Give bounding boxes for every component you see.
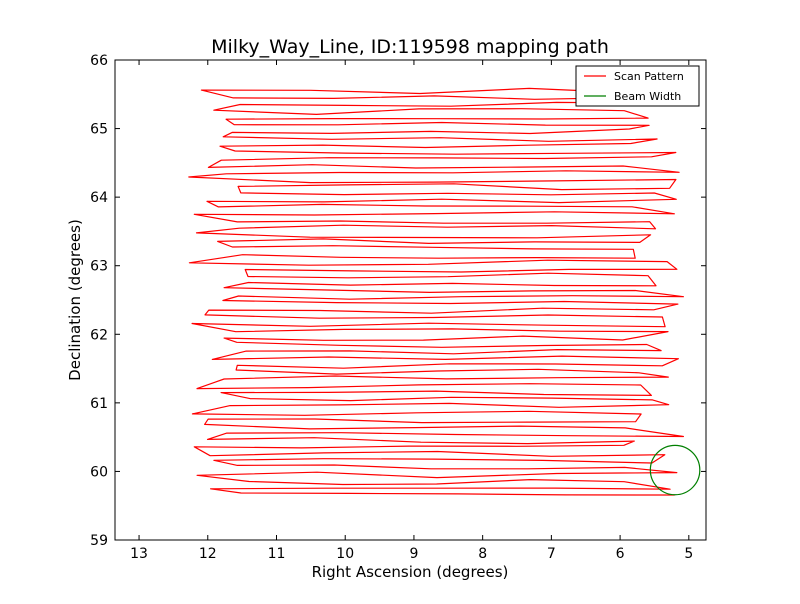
y-axis-ticks: 59 60 61 62 63 64 65 66 — [90, 53, 706, 549]
x-axis-ticks: 13 12 11 10 9 8 7 6 5 — [130, 60, 693, 562]
x-tick-label: 9 — [409, 546, 418, 562]
x-tick-label: 12 — [199, 546, 217, 562]
x-tick-label: 10 — [336, 546, 354, 562]
y-tick-label: 66 — [90, 53, 108, 69]
legend-label-beam-width: Beam Width — [614, 90, 681, 103]
beam-width-group — [649, 444, 701, 496]
y-tick-label: 64 — [90, 190, 108, 206]
y-tick-label: 65 — [90, 122, 108, 138]
legend-box — [575, 65, 700, 107]
y-tick-label: 63 — [90, 259, 108, 275]
y-tick-label: 59 — [90, 533, 108, 549]
legend-label-scan-pattern: Scan Pattern — [614, 70, 684, 83]
x-tick-label: 7 — [547, 546, 556, 562]
legend: Scan Pattern Beam Width — [575, 65, 700, 107]
scan-pattern-group — [188, 87, 684, 496]
y-axis-label: Declination (degrees) — [66, 219, 84, 381]
x-tick-label: 13 — [130, 546, 148, 562]
y-tick-label: 60 — [90, 464, 108, 480]
x-tick-label: 8 — [478, 546, 487, 562]
beam-width-circle — [649, 444, 701, 496]
x-axis-label: Right Ascension (degrees) — [312, 563, 509, 581]
chart-title: Milky_Way_Line, ID:119598 mapping path — [211, 36, 609, 58]
scan-pattern-line — [188, 87, 684, 496]
x-tick-label: 6 — [616, 546, 625, 562]
y-tick-label: 61 — [90, 396, 108, 412]
y-tick-label: 62 — [90, 327, 108, 343]
x-tick-label: 5 — [684, 546, 693, 562]
plot-frame — [114, 59, 707, 541]
x-tick-label: 11 — [268, 546, 286, 562]
